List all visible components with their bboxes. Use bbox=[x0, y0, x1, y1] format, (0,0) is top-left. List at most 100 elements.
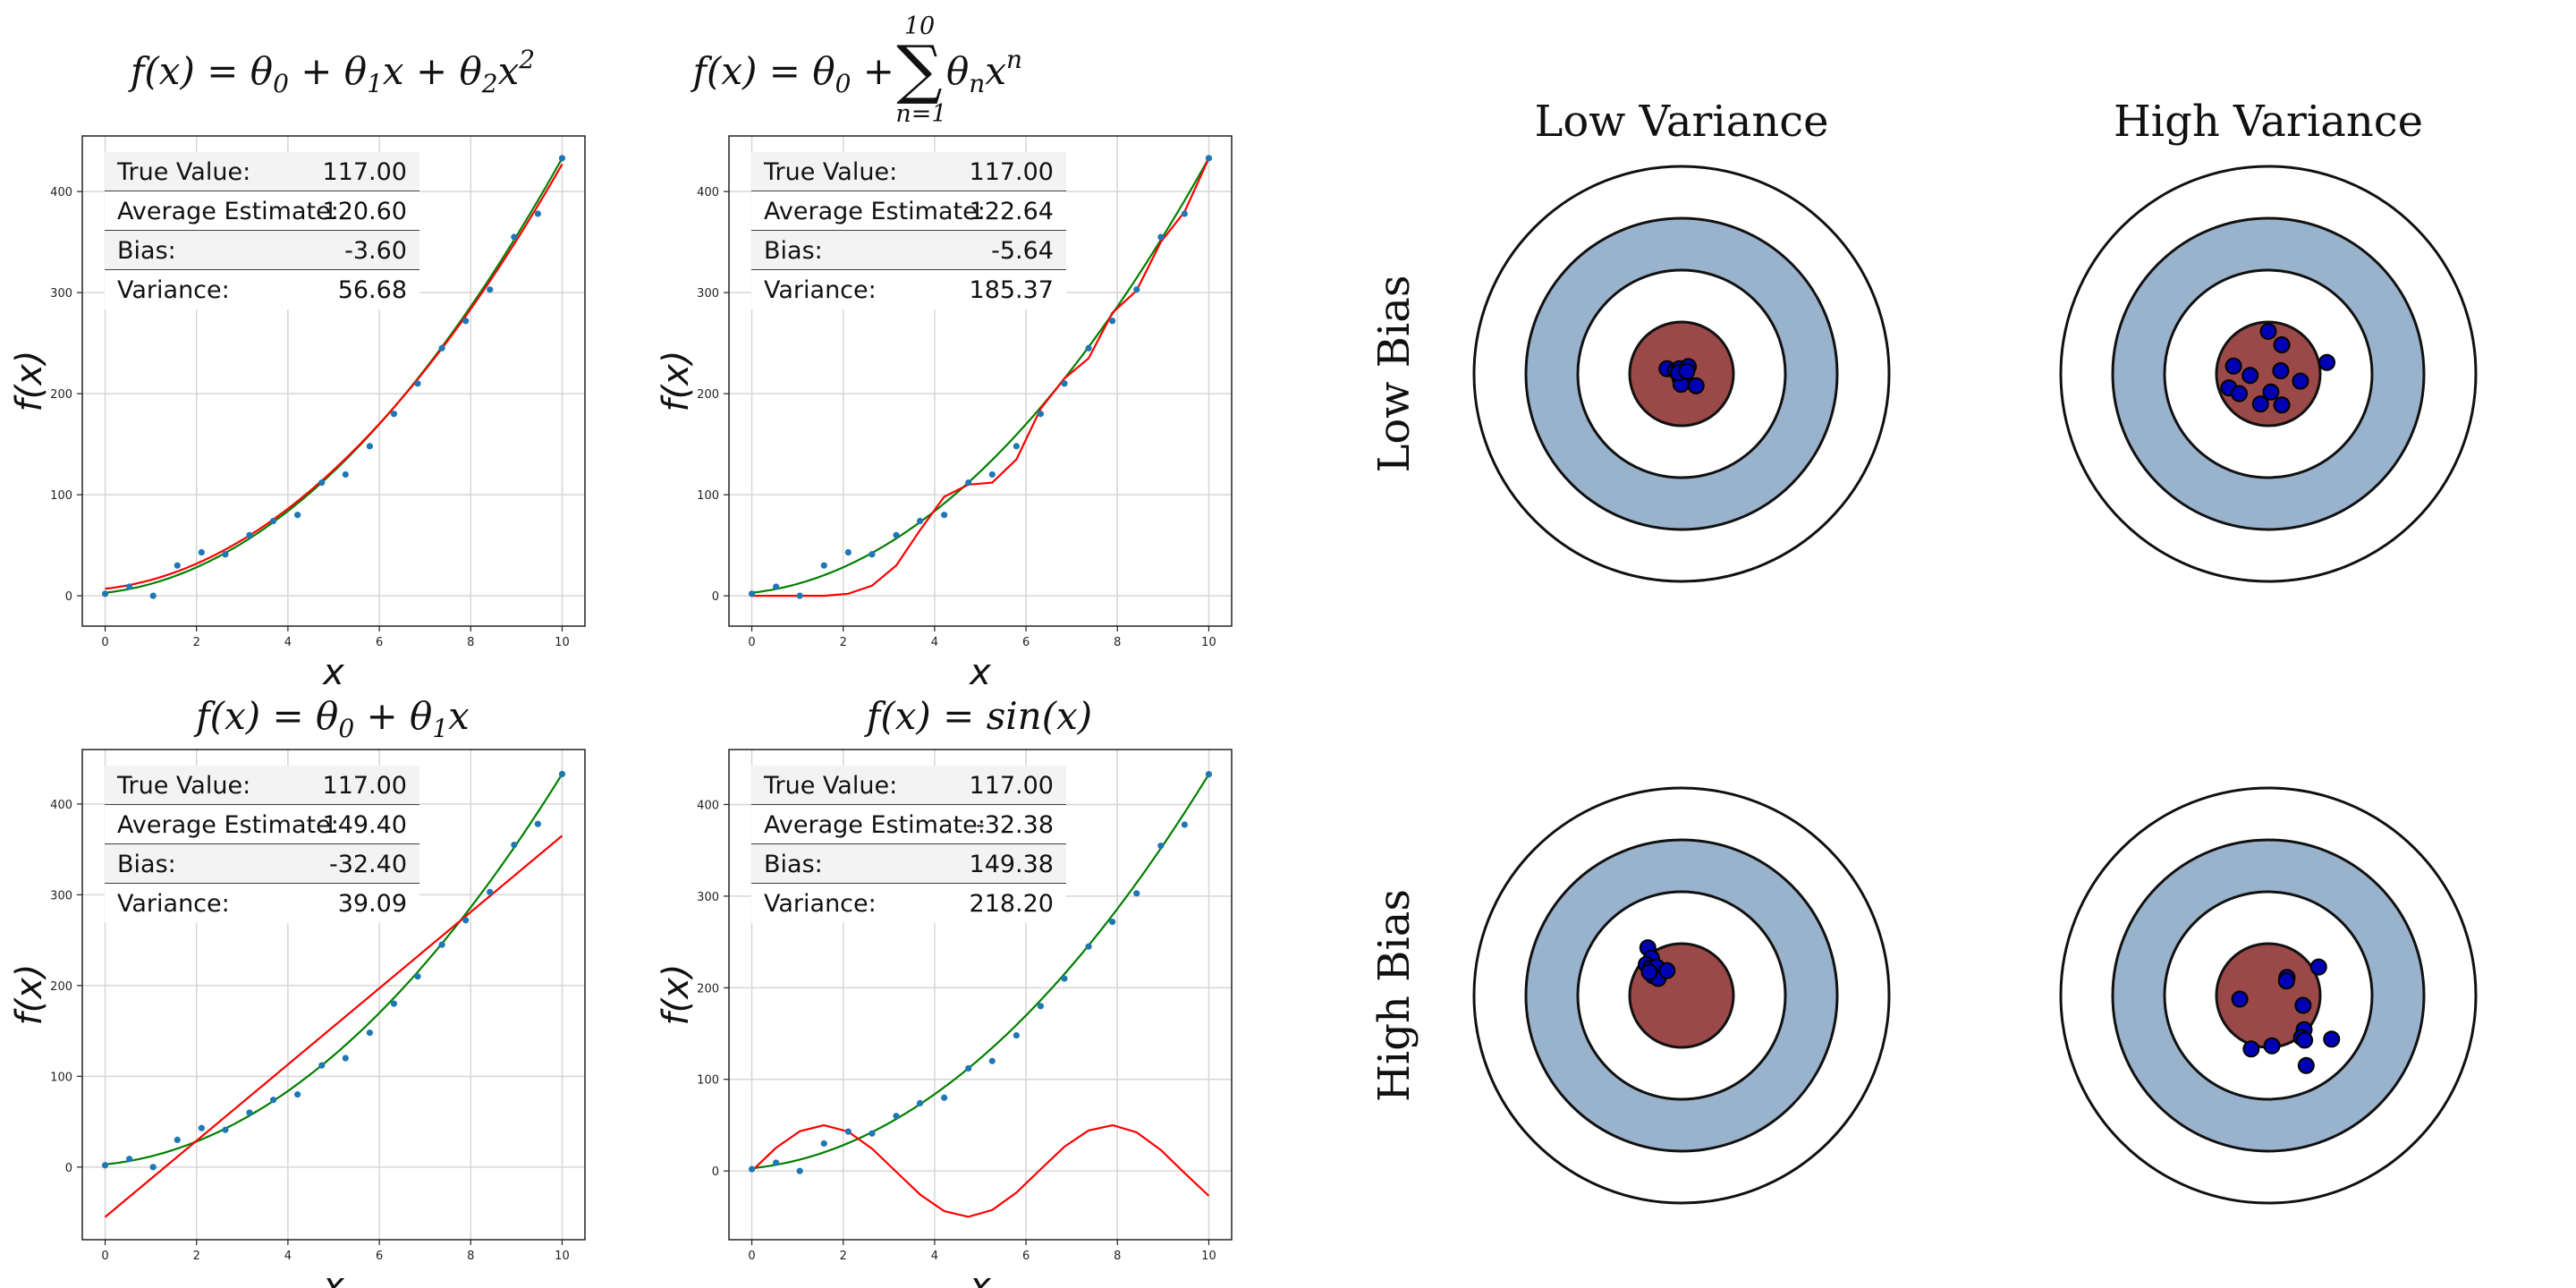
y-tick-label: 200 bbox=[697, 982, 719, 996]
shot-dot bbox=[2224, 357, 2242, 375]
plot-frame bbox=[728, 749, 1233, 1241]
data-point bbox=[1109, 918, 1116, 926]
stats-label: True Value: bbox=[116, 772, 250, 800]
x-tick-label: 10 bbox=[555, 1250, 570, 1263]
x-tick-label: 10 bbox=[555, 636, 570, 649]
data-point bbox=[101, 590, 109, 597]
data-point bbox=[1037, 1003, 1045, 1010]
stats-row-bg bbox=[751, 152, 1066, 191]
stats-value: -32.40 bbox=[329, 851, 407, 878]
shot-dot bbox=[2242, 1040, 2260, 1058]
data-point bbox=[222, 1126, 229, 1133]
data-point bbox=[511, 841, 518, 849]
data-point bbox=[820, 1140, 827, 1148]
data-point bbox=[748, 590, 756, 597]
shot-dot bbox=[2323, 1030, 2341, 1048]
y-tick-label: 400 bbox=[50, 186, 72, 199]
target-r1-c1 bbox=[2059, 786, 2478, 1205]
stats-value: -5.64 bbox=[991, 237, 1054, 265]
x-tick-label: 0 bbox=[101, 636, 108, 649]
data-point bbox=[342, 470, 349, 479]
data-point bbox=[198, 1124, 205, 1131]
data-point bbox=[893, 1113, 900, 1120]
stats-row-bg bbox=[751, 231, 1066, 270]
target-r0-c1 bbox=[2059, 165, 2478, 583]
x-tick-label: 2 bbox=[193, 636, 200, 649]
x-tick-label: 0 bbox=[748, 1250, 755, 1263]
title-sine: f(x) = sin(x) bbox=[864, 694, 1092, 738]
shot-dot bbox=[1640, 963, 1658, 981]
x-tick-label: 2 bbox=[840, 1250, 847, 1263]
y-tick-label: 400 bbox=[50, 799, 72, 812]
data-point bbox=[222, 551, 229, 558]
stats-row-bg bbox=[105, 805, 419, 844]
data-point bbox=[487, 888, 494, 895]
y-tick-label: 200 bbox=[697, 388, 719, 402]
y-axis-label: f(x) bbox=[656, 351, 697, 412]
data-point bbox=[438, 344, 445, 352]
data-point bbox=[438, 941, 445, 948]
y-tick-label: 100 bbox=[697, 489, 719, 503]
data-point bbox=[844, 548, 852, 556]
series-line-estimate bbox=[751, 157, 1210, 597]
data-point bbox=[269, 517, 277, 525]
stats-value: 120.60 bbox=[323, 198, 407, 225]
x-axis-label: x bbox=[968, 652, 991, 693]
data-point bbox=[988, 470, 996, 479]
data-point bbox=[318, 1062, 326, 1069]
shot-dot bbox=[2259, 322, 2277, 340]
stats-value: 117.00 bbox=[323, 772, 407, 800]
shot-dot bbox=[1678, 362, 1696, 380]
data-point bbox=[1013, 1031, 1020, 1039]
stats-table: True Value: 117.00 Average Estimate:-32.38… bbox=[751, 766, 1066, 923]
data-point bbox=[988, 1057, 996, 1064]
stats-value: -32.38 bbox=[976, 811, 1054, 839]
shot-dot bbox=[2231, 990, 2249, 1008]
stats-label: Average Estimate: bbox=[117, 198, 339, 225]
stats-label: Bias: bbox=[117, 237, 176, 265]
data-point bbox=[462, 917, 470, 924]
data-point bbox=[916, 1099, 924, 1106]
y-tick-label: 0 bbox=[712, 1165, 719, 1179]
data-point bbox=[796, 1167, 803, 1174]
data-point bbox=[414, 380, 421, 387]
data-point bbox=[1085, 344, 1092, 352]
row-label: High Bias bbox=[1369, 889, 1419, 1102]
y-tick-label: 300 bbox=[50, 889, 72, 902]
data-point bbox=[844, 1128, 852, 1135]
y-tick-label: 200 bbox=[50, 388, 72, 402]
series-line-estimate bbox=[104, 835, 564, 1218]
panel-title-sine: f(x) = sin(x) bbox=[864, 694, 1092, 738]
data-point bbox=[414, 973, 421, 980]
shot-dot bbox=[2294, 996, 2312, 1014]
shot-dot bbox=[2277, 972, 2295, 990]
plot-frame bbox=[728, 135, 1233, 627]
stats-label: Bias: bbox=[117, 851, 176, 878]
data-point bbox=[965, 479, 972, 487]
x-tick-label: 0 bbox=[748, 636, 755, 649]
series-line-estimate bbox=[105, 164, 564, 590]
data-point bbox=[294, 1091, 301, 1098]
stats-label: Variance: bbox=[764, 890, 877, 918]
series-line-true bbox=[751, 774, 1210, 1170]
x-tick-label: 0 bbox=[101, 1250, 108, 1263]
x-tick-label: 8 bbox=[467, 636, 474, 649]
y-tick-label: 200 bbox=[50, 980, 72, 994]
x-tick-label: 4 bbox=[284, 1250, 292, 1263]
data-point bbox=[558, 770, 566, 778]
x-tick-label: 2 bbox=[840, 636, 847, 649]
data-point bbox=[1085, 943, 1092, 950]
stats-value: 149.38 bbox=[970, 851, 1054, 878]
shot-dot bbox=[2273, 396, 2291, 414]
shot-dot bbox=[1687, 377, 1705, 394]
y-axis-label: f(x) bbox=[656, 964, 697, 1026]
x-tick-label: 2 bbox=[193, 1250, 200, 1263]
stats-value: 149.40 bbox=[323, 811, 407, 839]
stats-table: True Value: 117.00 Average Estimate:120.60… bbox=[105, 152, 419, 309]
title-poly10-lower: n=1 bbox=[895, 100, 946, 128]
shot-dot bbox=[2273, 336, 2291, 354]
panel-title-quadratic: f(x) = θ0 + θ1x + θ2x2 bbox=[128, 45, 535, 98]
